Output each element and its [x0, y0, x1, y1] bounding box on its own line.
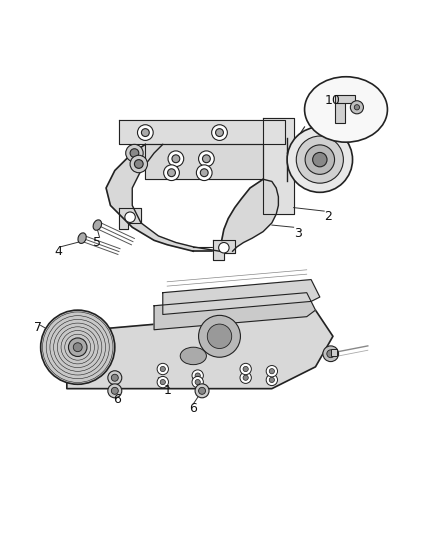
- Circle shape: [163, 165, 179, 181]
- Text: 6: 6: [113, 393, 120, 406]
- Circle shape: [167, 169, 175, 176]
- Polygon shape: [119, 120, 284, 144]
- Circle shape: [243, 366, 248, 372]
- Circle shape: [68, 338, 87, 357]
- Ellipse shape: [78, 233, 86, 244]
- Circle shape: [130, 155, 147, 173]
- Circle shape: [41, 310, 115, 384]
- Circle shape: [191, 376, 203, 388]
- Circle shape: [240, 372, 251, 383]
- Circle shape: [243, 375, 248, 381]
- Circle shape: [296, 136, 343, 183]
- Circle shape: [322, 346, 338, 361]
- Circle shape: [198, 387, 205, 394]
- Polygon shape: [145, 144, 262, 179]
- Circle shape: [326, 350, 334, 358]
- Circle shape: [202, 155, 210, 163]
- Text: 5: 5: [93, 236, 101, 249]
- Circle shape: [265, 374, 277, 385]
- Circle shape: [218, 243, 229, 253]
- Circle shape: [141, 128, 149, 136]
- Circle shape: [111, 374, 118, 381]
- Text: 1: 1: [163, 384, 171, 397]
- Polygon shape: [221, 179, 278, 251]
- Circle shape: [198, 151, 214, 167]
- Circle shape: [194, 384, 208, 398]
- Circle shape: [73, 343, 82, 352]
- Text: 6: 6: [189, 402, 197, 415]
- Bar: [334, 96, 344, 123]
- Circle shape: [108, 384, 121, 398]
- Circle shape: [130, 149, 138, 157]
- Circle shape: [194, 373, 200, 378]
- Circle shape: [160, 379, 165, 385]
- Circle shape: [215, 128, 223, 136]
- Circle shape: [124, 212, 135, 222]
- Circle shape: [137, 125, 153, 140]
- Text: 10: 10: [324, 94, 340, 107]
- Polygon shape: [67, 310, 332, 389]
- Circle shape: [194, 379, 200, 385]
- Ellipse shape: [93, 220, 101, 230]
- Circle shape: [353, 104, 359, 110]
- Circle shape: [350, 101, 363, 114]
- Circle shape: [268, 369, 274, 374]
- Polygon shape: [162, 280, 319, 314]
- Circle shape: [125, 144, 143, 162]
- Bar: [330, 350, 336, 357]
- Circle shape: [240, 364, 251, 375]
- Circle shape: [198, 316, 240, 357]
- Circle shape: [312, 152, 326, 167]
- Circle shape: [265, 366, 277, 377]
- Circle shape: [172, 155, 180, 163]
- Polygon shape: [154, 293, 315, 330]
- Circle shape: [196, 165, 212, 181]
- Ellipse shape: [304, 77, 387, 142]
- Circle shape: [157, 364, 168, 375]
- Circle shape: [157, 376, 168, 388]
- Circle shape: [111, 387, 118, 394]
- Text: 4: 4: [54, 245, 62, 258]
- Text: 3: 3: [293, 227, 301, 240]
- Polygon shape: [106, 144, 219, 251]
- Circle shape: [286, 127, 352, 192]
- Bar: [334, 95, 354, 103]
- Text: 2: 2: [324, 210, 332, 223]
- Polygon shape: [119, 208, 141, 229]
- Ellipse shape: [180, 347, 206, 365]
- Circle shape: [191, 370, 203, 381]
- Circle shape: [207, 324, 231, 349]
- Circle shape: [304, 145, 334, 174]
- Circle shape: [168, 151, 184, 167]
- Circle shape: [108, 371, 121, 385]
- Circle shape: [268, 377, 274, 383]
- Polygon shape: [262, 118, 293, 214]
- Circle shape: [160, 366, 165, 372]
- Circle shape: [200, 169, 208, 176]
- Circle shape: [134, 159, 143, 168]
- Text: 7: 7: [35, 321, 42, 334]
- Circle shape: [211, 125, 227, 140]
- Polygon shape: [212, 240, 234, 260]
